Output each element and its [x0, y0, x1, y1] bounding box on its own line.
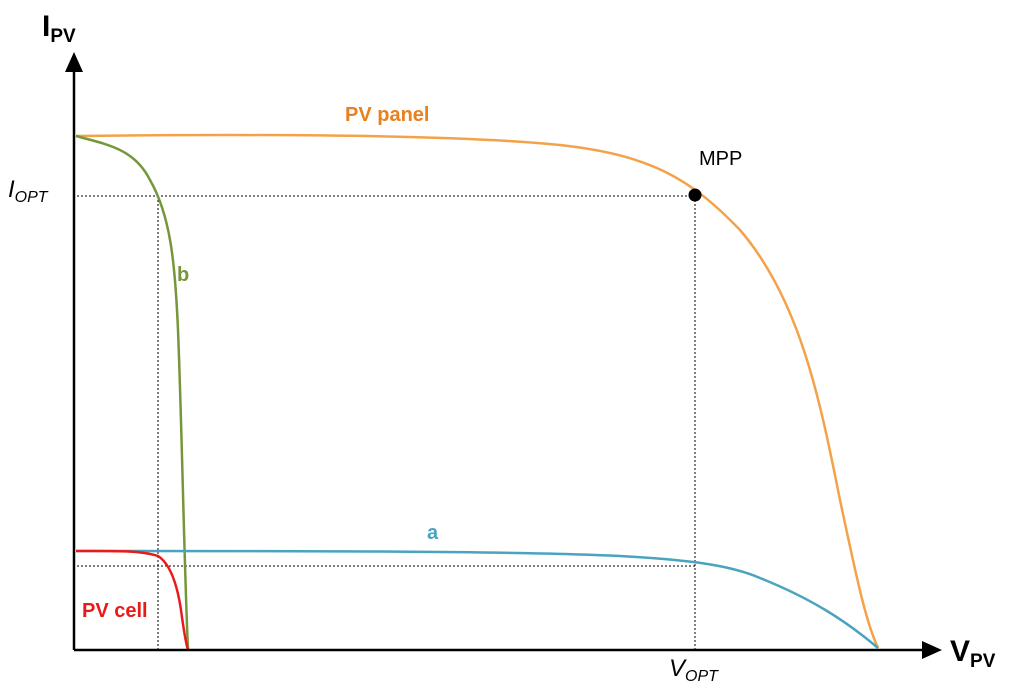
x-axis-arrow-icon — [922, 641, 942, 659]
mpp-label: MPP — [699, 148, 742, 170]
curve-a-label: a — [427, 522, 439, 544]
v-opt-label: VOPT — [669, 655, 719, 685]
curve-b — [75, 134, 190, 651]
pv-cell-curve — [75, 549, 190, 651]
curve-b-label: b — [177, 264, 189, 286]
y-axis-arrow-icon — [65, 52, 83, 72]
y-axis-title: IPV — [42, 10, 76, 47]
x-axis-title: VPV — [950, 635, 996, 672]
i-opt-label: IOPT — [8, 176, 49, 206]
pv-cell-label: PV cell — [82, 600, 148, 622]
mpp-marker — [688, 188, 702, 202]
guide-lines — [77, 195, 696, 650]
pv-panel-label: PV panel — [345, 104, 429, 126]
curve-a — [75, 549, 879, 649]
pv-panel-curve — [75, 133, 880, 649]
axes — [65, 52, 942, 659]
